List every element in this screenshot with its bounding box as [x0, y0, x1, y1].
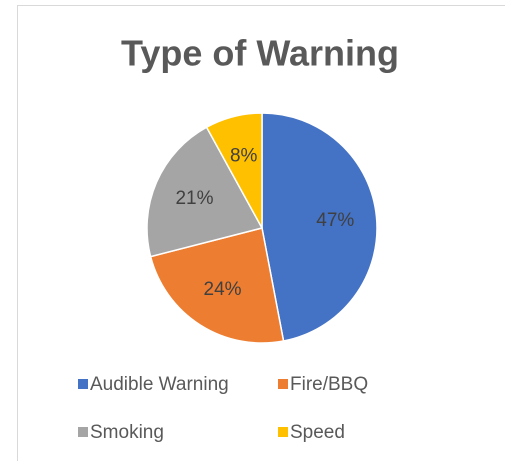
data-label: 21%	[175, 188, 213, 209]
chart-title: Type of Warning	[121, 33, 399, 74]
data-label: 8%	[230, 146, 258, 167]
legend-label: Smoking	[90, 422, 164, 443]
pie-slice	[149, 227, 285, 344]
legend-label: Speed	[290, 422, 345, 443]
legend-label: Fire/BBQ	[290, 374, 368, 395]
pie-slice	[261, 112, 378, 342]
legend-label: Audible Warning	[90, 374, 229, 395]
legend-swatch	[278, 379, 288, 389]
pie-slice	[146, 126, 264, 258]
data-label: 24%	[204, 279, 242, 300]
legend-swatch	[278, 427, 288, 437]
pie-slice	[205, 112, 263, 229]
legend-swatch	[78, 427, 88, 437]
data-label: 47%	[316, 210, 354, 231]
legend-swatch	[78, 379, 88, 389]
